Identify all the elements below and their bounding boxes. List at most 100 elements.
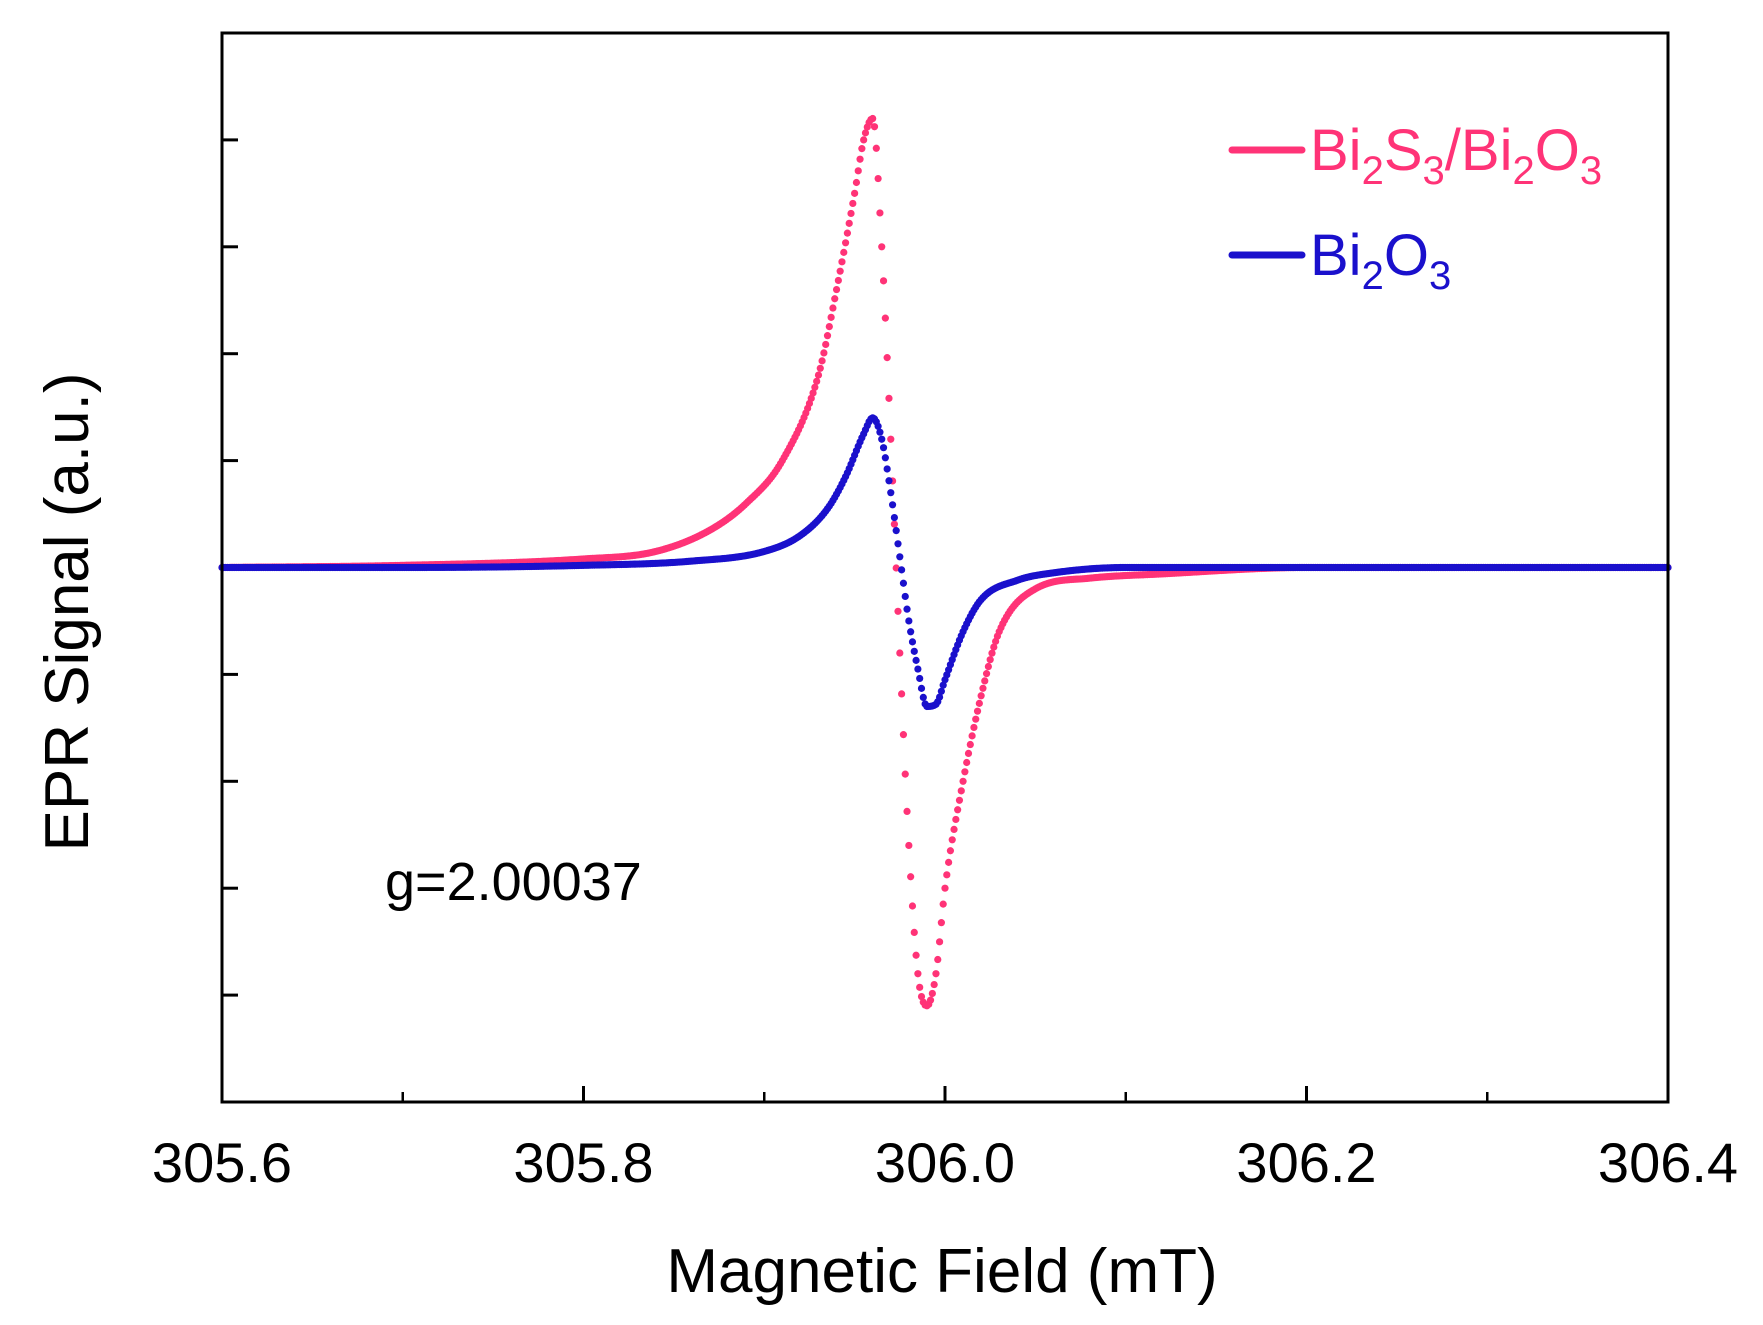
data-point <box>829 304 837 312</box>
x-tick-label: 306.0 <box>875 1131 1015 1194</box>
data-point <box>966 740 974 749</box>
data-point <box>912 951 920 959</box>
data-point <box>917 684 926 692</box>
data-point <box>970 723 978 732</box>
data-point <box>892 527 900 535</box>
data-point <box>878 243 886 251</box>
data-point <box>894 607 902 615</box>
data-point <box>990 643 998 651</box>
data-point <box>820 349 828 357</box>
data-point <box>910 647 918 655</box>
data-point <box>852 178 861 187</box>
data-point <box>903 807 911 816</box>
data-point <box>930 980 938 989</box>
legend-label: Bi2O3 <box>1310 223 1451 298</box>
data-point <box>878 435 886 443</box>
data-point <box>901 770 909 778</box>
data-point <box>916 674 924 683</box>
series-bi2o3 <box>218 414 1672 711</box>
data-point <box>881 314 889 322</box>
data-point <box>860 136 868 144</box>
legend-text-part: S <box>1384 118 1423 183</box>
data-point <box>943 871 951 879</box>
data-point <box>872 144 880 152</box>
data-point <box>885 477 893 485</box>
legend-subscript: 2 <box>1362 149 1384 193</box>
data-point <box>986 656 994 664</box>
data-point <box>935 693 944 701</box>
data-point <box>926 996 935 1004</box>
data-point <box>887 489 895 497</box>
data-point <box>894 540 902 548</box>
legend-subscript: 3 <box>1429 254 1451 298</box>
data-point <box>988 649 996 657</box>
data-point <box>890 520 898 528</box>
data-point <box>908 902 917 910</box>
series-layer <box>218 114 1672 1010</box>
data-point <box>907 873 915 881</box>
data-point <box>979 684 987 692</box>
data-point <box>892 564 900 572</box>
data-point <box>899 731 908 739</box>
legend-text-part: Bi <box>1310 118 1362 183</box>
data-point <box>898 566 906 574</box>
data-point <box>905 841 913 850</box>
data-point <box>939 900 947 908</box>
data-point <box>981 677 989 685</box>
data-point <box>879 444 888 452</box>
data-point <box>883 465 891 473</box>
data-point <box>939 681 947 689</box>
data-point <box>856 155 864 163</box>
data-point <box>959 777 967 785</box>
legend-entry-bi2o3: Bi2O3 <box>1228 223 1451 298</box>
data-point <box>975 699 983 707</box>
data-point <box>984 662 992 671</box>
data-point <box>836 267 844 275</box>
data-point <box>858 145 866 153</box>
data-point <box>973 707 982 715</box>
data-point <box>937 687 945 695</box>
data-point <box>847 209 855 218</box>
data-point <box>840 248 848 256</box>
data-point <box>968 732 976 740</box>
data-point <box>849 199 857 208</box>
data-point <box>950 825 958 834</box>
data-point <box>932 970 940 978</box>
data-point <box>851 189 859 197</box>
data-point <box>838 258 846 266</box>
data-point <box>843 229 852 237</box>
data-point <box>874 174 882 183</box>
data-point <box>823 332 832 340</box>
legend-text-part: O <box>1535 118 1580 183</box>
data-point <box>964 749 973 758</box>
data-point <box>946 847 955 855</box>
data-point <box>822 340 830 349</box>
data-point <box>874 422 882 430</box>
data-point <box>879 277 888 285</box>
data-point <box>816 364 824 372</box>
data-point <box>883 354 891 362</box>
data-point <box>809 389 817 397</box>
data-point <box>945 858 953 866</box>
x-tick-label: 305.6 <box>152 1131 292 1194</box>
data-point <box>937 919 945 927</box>
data-point <box>876 428 884 436</box>
data-point <box>818 357 826 365</box>
data-point <box>908 638 917 646</box>
data-point <box>907 628 915 636</box>
data-point <box>916 983 924 991</box>
data-point <box>896 649 904 657</box>
data-point <box>928 989 936 998</box>
data-point <box>954 806 962 814</box>
data-point <box>963 758 971 767</box>
data-point <box>914 665 922 673</box>
data-point <box>870 123 879 131</box>
data-point <box>972 715 980 723</box>
data-point <box>854 167 862 175</box>
data-point <box>827 313 835 321</box>
data-point <box>955 796 964 804</box>
data-point <box>888 501 897 509</box>
legend-subscript: 2 <box>1362 254 1384 298</box>
